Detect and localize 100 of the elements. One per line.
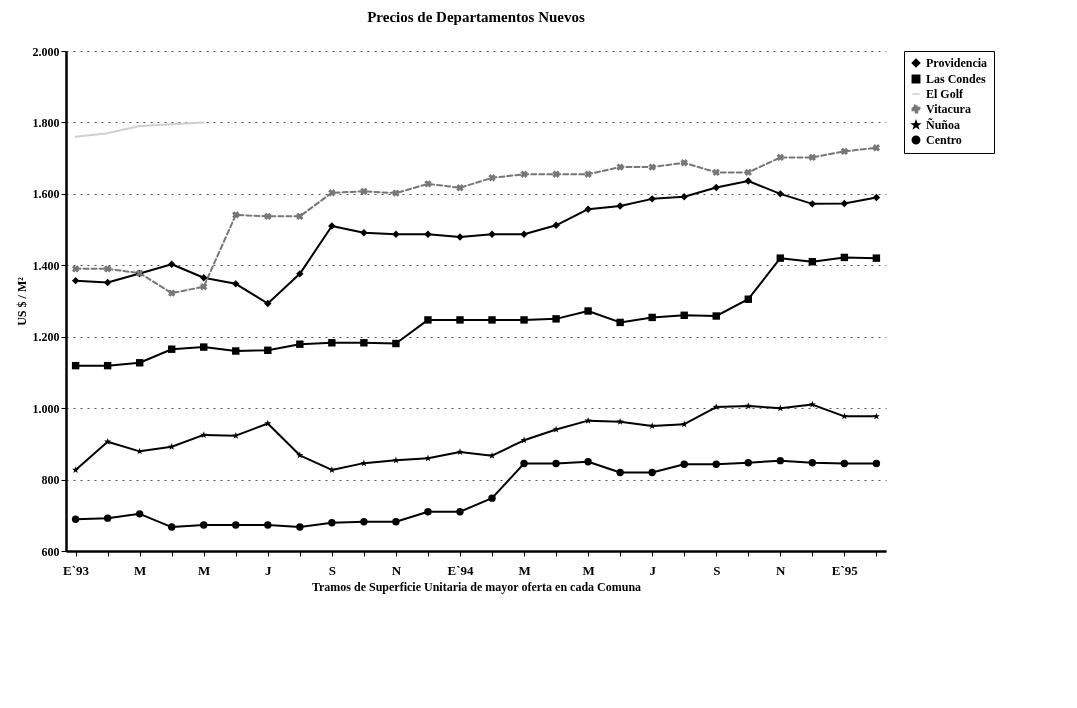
- point: [456, 316, 464, 324]
- point: [712, 183, 720, 192]
- point: [232, 211, 240, 219]
- point: [392, 339, 400, 348]
- point: [168, 523, 176, 531]
- point: [392, 518, 400, 526]
- y-axis-title: US $ / M²: [14, 276, 29, 326]
- point: [840, 199, 849, 208]
- x-tick-label: S: [713, 562, 721, 578]
- point: [456, 448, 464, 456]
- point: [264, 521, 272, 529]
- point: [776, 153, 784, 162]
- y-tick-label: 1.600: [32, 187, 60, 202]
- point: [712, 168, 720, 177]
- point: [168, 260, 176, 268]
- point: [392, 456, 400, 464]
- point: [103, 278, 112, 287]
- point: [264, 299, 272, 308]
- point: [552, 425, 560, 433]
- legend-label: Centro: [926, 133, 962, 147]
- point: [680, 460, 688, 468]
- y-tick-label: 600: [41, 544, 60, 559]
- point: [680, 193, 688, 201]
- x-tick-label: J: [265, 562, 273, 578]
- x-tick-label: M: [582, 562, 595, 578]
- point: [648, 195, 656, 203]
- point: [200, 274, 208, 282]
- point: [872, 193, 881, 202]
- point: [648, 313, 656, 322]
- point: [424, 180, 432, 188]
- line-series: [74, 121, 205, 138]
- point: [776, 190, 784, 198]
- point: [680, 420, 688, 428]
- point: [296, 270, 304, 278]
- point: [360, 229, 368, 237]
- legend-label: Vitacura: [926, 102, 971, 116]
- point: [103, 265, 112, 273]
- point: [520, 170, 528, 178]
- point: [168, 289, 176, 297]
- point: [232, 347, 240, 355]
- point: [808, 153, 816, 162]
- point: [424, 316, 432, 324]
- y-tick-label: 1.400: [32, 258, 60, 273]
- legend-label: El Golf: [926, 87, 965, 101]
- point: [264, 346, 272, 354]
- point: [328, 339, 336, 347]
- point: [200, 343, 208, 351]
- point: [200, 521, 208, 529]
- point: [584, 307, 592, 315]
- point: [808, 459, 817, 467]
- point: [680, 311, 688, 319]
- x-tick-label: M: [134, 562, 147, 578]
- point: [520, 459, 528, 468]
- point: [840, 147, 849, 156]
- point: [328, 519, 336, 527]
- point: [264, 212, 272, 221]
- point: [552, 459, 560, 468]
- point: [392, 189, 400, 197]
- point: [71, 515, 80, 523]
- point: [552, 315, 560, 323]
- x-tick-label: E`94: [447, 562, 474, 578]
- point: [776, 404, 784, 412]
- point: [264, 419, 272, 427]
- point: [552, 221, 560, 229]
- point: [808, 400, 816, 408]
- point: [488, 451, 496, 459]
- point: [776, 456, 784, 465]
- y-tick-label: 1.800: [32, 115, 60, 130]
- chart-title: Precios de Departamentos Nuevos: [367, 9, 585, 25]
- point: [200, 431, 208, 438]
- point: [840, 459, 849, 468]
- point: [232, 280, 240, 288]
- y-tick-label: 1.000: [32, 401, 60, 416]
- point: [872, 459, 881, 468]
- point: [424, 508, 432, 516]
- point: [520, 436, 528, 444]
- x-tick-label: E`95: [831, 562, 859, 578]
- point: [488, 494, 496, 502]
- point: [584, 416, 592, 424]
- point: [360, 339, 368, 347]
- point: [648, 468, 656, 477]
- point: [744, 168, 752, 177]
- point: [648, 422, 656, 429]
- legend-label: Las Condes: [926, 72, 987, 86]
- point: [616, 318, 624, 327]
- point: [296, 523, 304, 531]
- y-tick-label: 2.000: [32, 44, 60, 59]
- y-tick-label: 1.200: [32, 330, 60, 345]
- x-tick-label: M: [518, 562, 531, 578]
- legend-label: Ñuñoa: [926, 118, 961, 132]
- x-tick-label: M: [198, 562, 211, 578]
- point: [552, 170, 560, 178]
- point: [680, 159, 688, 167]
- point: [872, 254, 881, 262]
- point: [328, 466, 336, 473]
- point: [488, 316, 496, 324]
- point: [584, 205, 592, 213]
- x-tick-label: N: [776, 562, 787, 578]
- point: [520, 316, 528, 324]
- point: [872, 412, 880, 420]
